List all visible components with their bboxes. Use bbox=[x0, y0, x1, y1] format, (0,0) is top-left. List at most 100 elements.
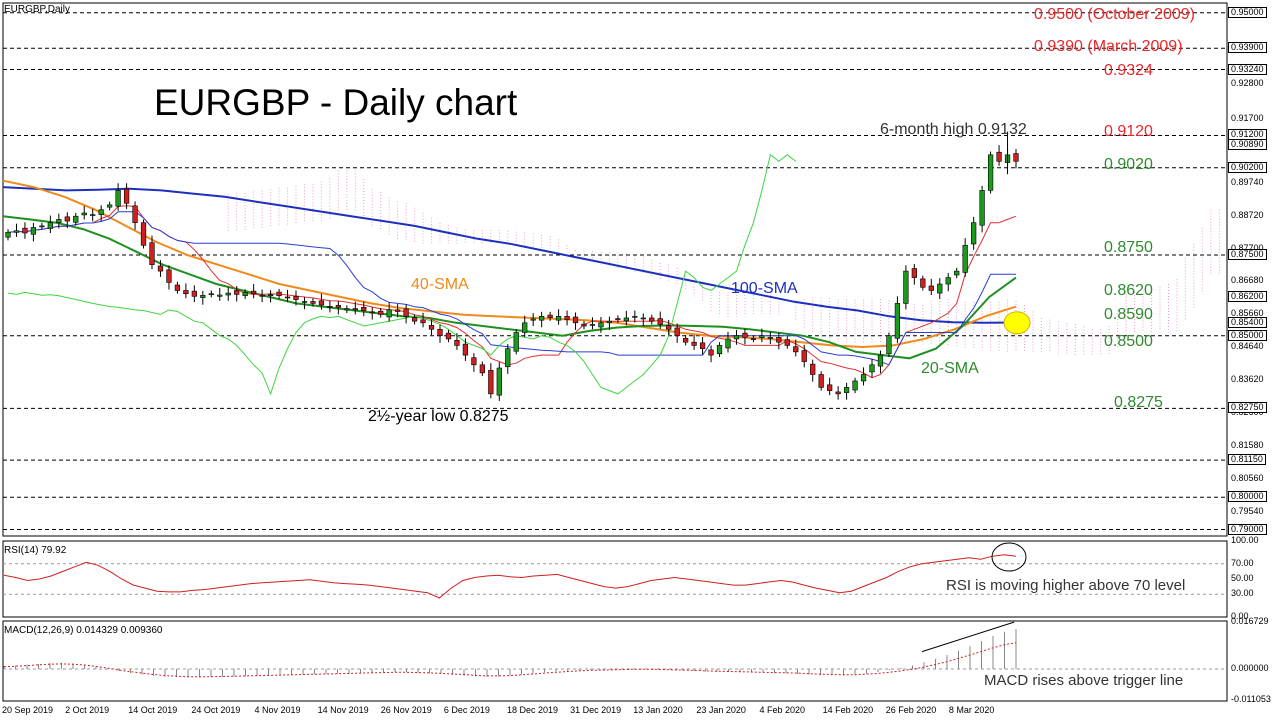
time-tick-label: 23 Jan 2020 bbox=[696, 705, 746, 715]
rsi-tick-label: 50.00 bbox=[1231, 573, 1254, 583]
candle-body bbox=[157, 265, 164, 272]
candle-body bbox=[191, 290, 197, 297]
time-tick-label: 14 Oct 2019 bbox=[128, 705, 178, 715]
rsi-tick-label: 100.00 bbox=[1231, 535, 1259, 545]
rsi-label: RSI(14) 79.92 bbox=[4, 545, 67, 556]
level-9390-label: 0.9390 (March 2009) bbox=[1034, 38, 1183, 55]
candle-body bbox=[208, 293, 214, 296]
candle-body bbox=[369, 311, 375, 314]
time-tick-label: 14 Nov 2019 bbox=[317, 705, 369, 715]
candle-body bbox=[47, 222, 53, 229]
candle-body bbox=[606, 320, 613, 324]
candle-body bbox=[445, 332, 452, 340]
candle-body bbox=[284, 296, 291, 299]
candle-body bbox=[30, 227, 37, 235]
candle-body bbox=[793, 346, 799, 353]
highlights bbox=[991, 311, 1031, 572]
candle-body bbox=[894, 303, 901, 339]
candle-body bbox=[73, 215, 79, 223]
price-tick-label: 0.88720 bbox=[1231, 209, 1264, 220]
candle-body bbox=[488, 369, 494, 395]
time-tick-label: 2 Oct 2019 bbox=[65, 705, 110, 715]
sma20-line bbox=[2, 215, 1017, 360]
candle-body bbox=[217, 294, 223, 297]
six-month-high-label: 6-month high 0.9132 bbox=[880, 121, 1027, 138]
low-label: 2½-year low 0.8275 bbox=[368, 408, 509, 425]
candle-body bbox=[589, 324, 596, 326]
price-tick-label: 0.93240 bbox=[1228, 63, 1267, 75]
candle-body bbox=[945, 277, 951, 285]
candle-body bbox=[716, 345, 723, 355]
macd-tick-label: 0.000000 bbox=[1231, 662, 1269, 673]
candle-body bbox=[742, 332, 748, 338]
price-tick-label: 0.82750 bbox=[1228, 402, 1267, 414]
candle-body bbox=[937, 283, 943, 294]
candle-body bbox=[920, 278, 926, 288]
macd-panel-frame bbox=[2, 620, 1228, 702]
crossover-highlight bbox=[1003, 311, 1031, 335]
chikou-line bbox=[7, 153, 797, 396]
candle-body bbox=[242, 292, 248, 296]
candle-body bbox=[530, 318, 536, 321]
candle-body bbox=[776, 337, 782, 343]
price-tick-label: 0.80560 bbox=[1231, 473, 1264, 484]
candle-body bbox=[971, 222, 977, 245]
candle-body bbox=[928, 285, 934, 291]
candle-body bbox=[996, 151, 1002, 162]
candle-body bbox=[479, 364, 485, 374]
candles bbox=[5, 131, 1019, 401]
rsi-tick-label: 70.00 bbox=[1231, 557, 1254, 568]
candle-body bbox=[352, 308, 358, 311]
level-9500-label: 0.9500 (October 2009) bbox=[1034, 6, 1195, 23]
time-tick-label: 14 Feb 2020 bbox=[822, 705, 874, 715]
kijun-line bbox=[7, 211, 1016, 366]
candle-body bbox=[327, 306, 333, 308]
candle-body bbox=[5, 232, 11, 238]
candle-body bbox=[132, 205, 138, 223]
candle-body bbox=[420, 319, 426, 324]
level-9324-label: 0.9324 bbox=[1104, 62, 1153, 79]
sma40-line bbox=[2, 179, 1017, 349]
candle-body bbox=[691, 341, 697, 346]
candle-body bbox=[107, 204, 113, 208]
candle-body bbox=[708, 349, 714, 356]
price-tick-label: 0.85000 bbox=[1228, 329, 1267, 341]
price-tick-label: 0.81150 bbox=[1228, 454, 1266, 466]
rsi-note: RSI is moving higher above 70 level bbox=[946, 577, 1186, 594]
macd-trendline bbox=[921, 621, 1015, 653]
indicator-lines bbox=[2, 153, 1017, 396]
candle-body bbox=[725, 338, 731, 349]
candle-body bbox=[564, 316, 570, 320]
sma40-label: 40-SMA bbox=[411, 276, 469, 293]
price-tick-label: 0.87700 bbox=[1231, 242, 1264, 253]
panel-frames bbox=[2, 2, 1228, 702]
candle-body bbox=[90, 214, 96, 216]
candle-body bbox=[403, 308, 409, 317]
candle-body bbox=[411, 317, 418, 322]
candle-body bbox=[115, 190, 121, 207]
price-tick-label: 0.90890 bbox=[1228, 139, 1267, 151]
candle-body bbox=[64, 216, 70, 222]
candle-body bbox=[683, 338, 689, 343]
rsi-line bbox=[3, 554, 1017, 599]
candle-body bbox=[869, 364, 875, 373]
candle-body bbox=[615, 318, 621, 320]
candle-body bbox=[827, 384, 833, 391]
chart-title: EURGBP - Daily chart bbox=[154, 82, 518, 123]
symbol-label: EURGBP,Daily bbox=[4, 4, 70, 15]
candle-body bbox=[632, 316, 638, 318]
level-8750-label: 0.8750 bbox=[1104, 239, 1153, 256]
candle-body bbox=[674, 327, 680, 337]
candle-body bbox=[259, 295, 265, 297]
candle-body bbox=[149, 242, 155, 265]
candle-body bbox=[13, 230, 20, 233]
candle-body bbox=[555, 316, 562, 321]
candle-body bbox=[784, 339, 790, 346]
candle-body bbox=[386, 309, 392, 318]
candle-body bbox=[98, 209, 104, 215]
time-tick-label: 26 Feb 2020 bbox=[885, 705, 937, 715]
level-8275-label: 0.8275 bbox=[1114, 394, 1163, 411]
candle-body bbox=[767, 337, 773, 339]
horizontal-levels bbox=[3, 12, 1227, 531]
price-tick-label: 0.89740 bbox=[1231, 176, 1264, 187]
